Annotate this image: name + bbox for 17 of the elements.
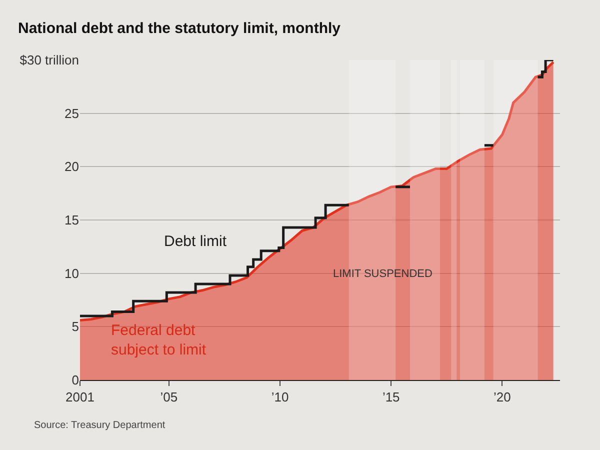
x-tick-label: ’10 [271,390,289,405]
source-note: Source: Treasury Department [34,420,166,431]
x-tick-label: ’15 [382,390,400,405]
x-tick-label: 2001 [66,390,94,405]
x-tick-label: ’20 [494,390,511,405]
y-tick-label: 0 [72,372,79,388]
chart-title: National debt and the statutory limit, monthly [18,20,342,37]
y-tick-label: $30 trillion [20,52,79,68]
annotation: LIMIT SUSPENDED [333,268,432,280]
y-tick-label: 20 [64,159,79,174]
y-tick-label: 25 [64,106,79,121]
annotation: Federal debt subject to limit [111,322,207,358]
y-tick-label: 5 [72,319,79,334]
x-tick-label: ’05 [160,390,178,405]
y-tick-label: 10 [64,266,79,281]
y-tick-label: 15 [64,212,79,228]
annotation: Debt limit [164,233,228,250]
